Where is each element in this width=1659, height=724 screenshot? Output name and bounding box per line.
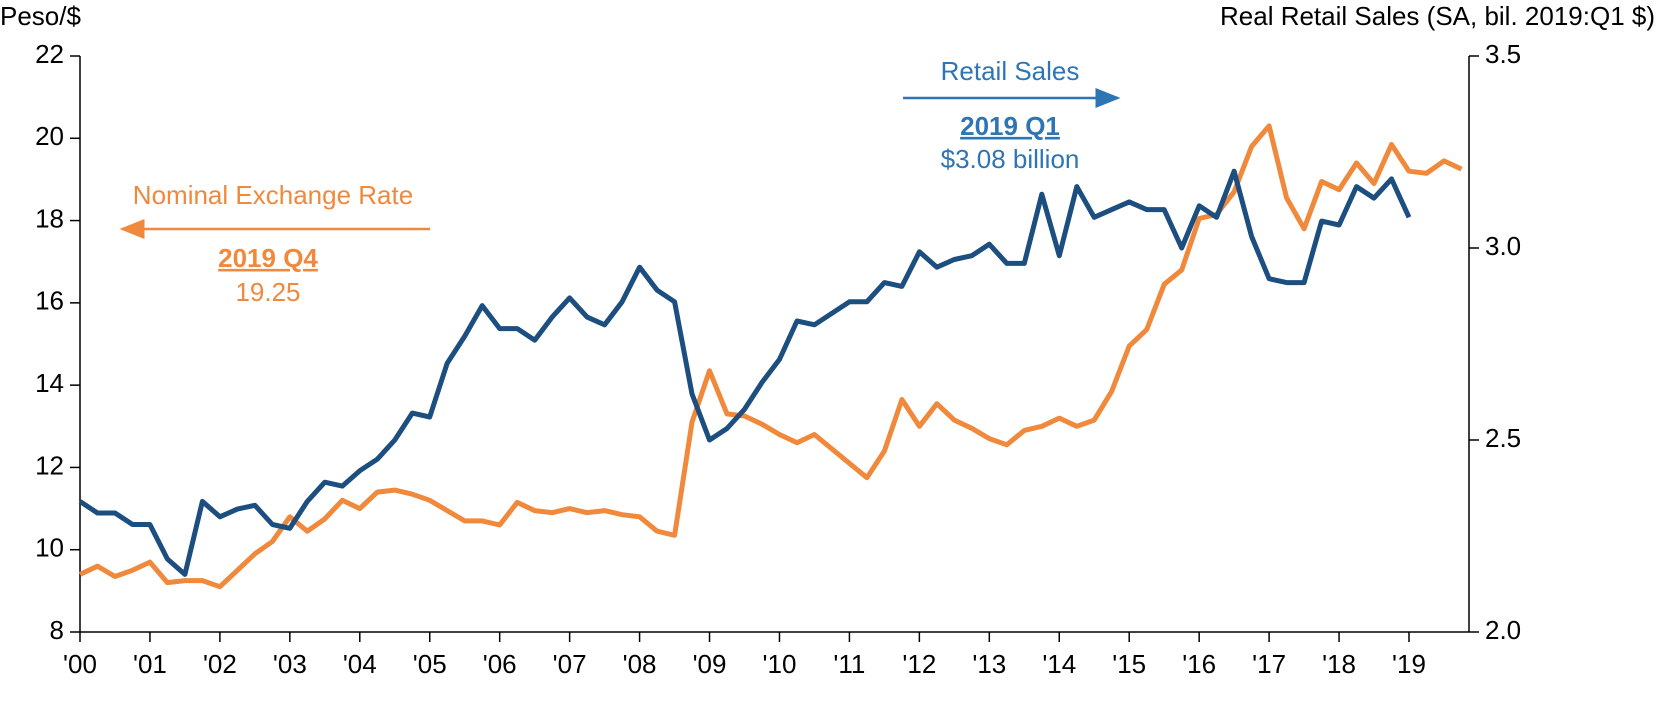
y-tick-label: 10 [35,533,64,563]
y-tick-label: 18 [35,203,64,233]
y2-tick-label: 2.5 [1485,423,1521,453]
x-tick-label: '15 [1112,649,1146,679]
series-line [78,168,1412,577]
annotation: 19.25 [235,277,300,307]
y-tick-label: 22 [35,39,64,69]
x-tick-label: '17 [1252,649,1286,679]
x-tick-label: '03 [273,649,307,679]
x-tick-label: '02 [203,649,237,679]
x-tick-label: '16 [1182,649,1216,679]
annotation: 2019 Q4 [218,243,318,273]
y-tick-label: 16 [35,286,64,316]
x-tick-label: '11 [833,649,865,679]
x-tick-label: '19 [1392,649,1426,679]
x-tick-label: '10 [763,649,797,679]
x-tick-label: '04 [343,649,377,679]
x-tick-label: '12 [902,649,936,679]
y-tick-label: 8 [50,615,64,645]
y-tick-label: 14 [35,368,64,398]
y-tick-label: 12 [35,450,64,480]
annotation: $3.08 billion [941,144,1080,174]
y2-axis-label: Real Retail Sales (SA, bil. 2019:Q1 $) [1220,1,1655,31]
x-tick-label: '18 [1322,649,1356,679]
series-line [78,123,1463,590]
annotation: Nominal Exchange Rate [133,180,413,210]
x-tick-label: '14 [1042,649,1076,679]
y2-tick-label: 3.5 [1485,39,1521,69]
x-tick-label: '01 [133,649,167,679]
annotation: 2019 Q1 [960,111,1060,141]
y2-tick-label: 3.0 [1485,231,1521,261]
x-tick-label: '07 [553,649,587,679]
x-tick-label: '08 [623,649,657,679]
y-axis-label: Peso/$ [0,1,81,31]
x-tick-label: '09 [693,649,727,679]
x-tick-label: '06 [483,649,517,679]
y2-tick-label: 2.0 [1485,615,1521,645]
annotation: Retail Sales [941,56,1080,86]
y-tick-label: 20 [35,121,64,151]
x-tick-label: '00 [63,649,97,679]
x-tick-label: '13 [972,649,1006,679]
x-tick-label: '05 [413,649,447,679]
